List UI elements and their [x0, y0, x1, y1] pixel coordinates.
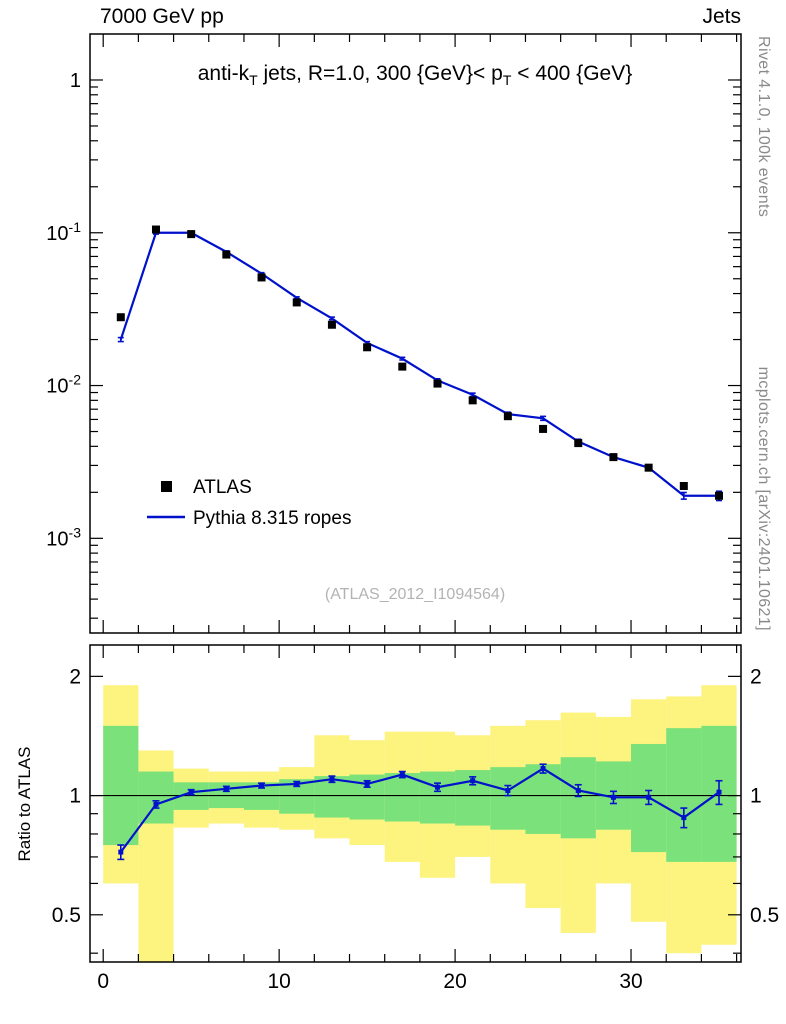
legend: ATLAS Pythia 8.315 ropes [147, 477, 351, 529]
ratio-point [470, 778, 476, 784]
ratio-point [153, 801, 159, 807]
data-point [292, 298, 301, 307]
ratio-polyline [119, 767, 720, 853]
x-tick-label: 30 [619, 970, 642, 993]
ratio-point [434, 784, 440, 790]
data-point [398, 362, 407, 371]
ratio-point [681, 815, 687, 821]
data-point [151, 225, 160, 234]
band-inner-bin [490, 767, 526, 830]
data-point [644, 463, 653, 472]
ratio-point [329, 776, 335, 782]
ratio-point [716, 789, 722, 795]
ratio-point [188, 789, 194, 795]
mcplots-arxiv-caption: mcplots.cern.ch [arXiv:2401.10621] [755, 367, 772, 631]
model-curve [117, 230, 723, 502]
ratio-point [399, 772, 405, 778]
plot-title: anti-kT jets, R=1.0, 300 {GeV}< pT < 400… [198, 62, 633, 88]
data-point [257, 273, 266, 282]
model-polyline [119, 231, 720, 497]
data-points [116, 225, 724, 501]
band-inner-bin [525, 764, 561, 834]
data-point [503, 412, 512, 421]
ratio-point [223, 786, 229, 792]
data-point [187, 230, 196, 239]
ratio-point [610, 794, 616, 800]
data-point [468, 396, 477, 405]
data-point [363, 343, 372, 352]
ratio-ylabel: Ratio to ATLAS [15, 747, 34, 862]
data-point [679, 481, 688, 490]
y-tick-label: 1 [70, 70, 81, 92]
band-inner-bin [419, 771, 456, 824]
observable-group-label: Jets [702, 5, 741, 28]
ratio-tick-label-right: 0.5 [750, 904, 779, 927]
y-tick-label: 10-3 [46, 524, 81, 550]
band-inner-bin [103, 725, 139, 846]
x-tick-label: 0 [97, 970, 109, 993]
band-inner-bin [138, 771, 174, 824]
axes-and-frames: 0 10 20 30 1 10-1 10-2 10-3 0.5 0.5 1 1 2 2 [46, 33, 779, 993]
ratio-point [505, 787, 511, 793]
ratio-frame [89, 644, 742, 963]
ratio-tick-label-left: 1 [69, 785, 81, 808]
ratio-point [540, 766, 546, 772]
ratio-point [575, 787, 581, 793]
band-inner-bin [560, 757, 596, 839]
rivet-version-caption: Rivet 4.1.0, 100k events [755, 36, 772, 217]
x-tick-label: 20 [443, 970, 466, 993]
watermark: (ATLAS_2012_I1094564) [325, 586, 505, 603]
ratio-tick-label-right: 2 [750, 665, 762, 688]
data-point [609, 453, 618, 462]
ratio-tick-label-right: 1 [750, 785, 762, 808]
main-frame [89, 33, 742, 634]
legend-label-atlas: ATLAS [193, 477, 252, 498]
data-point [433, 379, 442, 388]
ratio-uncertainty-bands [103, 685, 737, 962]
ratio-point [259, 783, 265, 789]
ratio-tick-label-left: 2 [69, 665, 81, 688]
ratio-point [118, 849, 124, 855]
ratio-point [364, 781, 370, 787]
data-point [116, 313, 125, 322]
ratio-point [646, 794, 652, 800]
ratio-tick-label-left: 0.5 [52, 904, 81, 927]
x-tick-label: 10 [267, 970, 290, 993]
data-point [715, 491, 724, 500]
y-tick-label: 10-1 [46, 219, 81, 245]
band-inner-bin [384, 773, 420, 822]
ratio-model-curve [117, 763, 723, 861]
data-point [327, 320, 336, 329]
chart-layer: 0 10 20 30 1 10-1 10-2 10-3 0.5 0.5 1 1 2 2 [46, 33, 779, 993]
legend-label-pythia: Pythia 8.315 ropes [193, 508, 351, 529]
ratio-point [294, 781, 300, 787]
legend-marker-atlas-square [161, 481, 172, 492]
data-point [574, 439, 583, 448]
data-point [222, 250, 231, 259]
beam-energy-label: 7000 GeV pp [100, 5, 224, 28]
y-tick-label: 10-2 [46, 372, 81, 398]
data-point [539, 424, 548, 433]
